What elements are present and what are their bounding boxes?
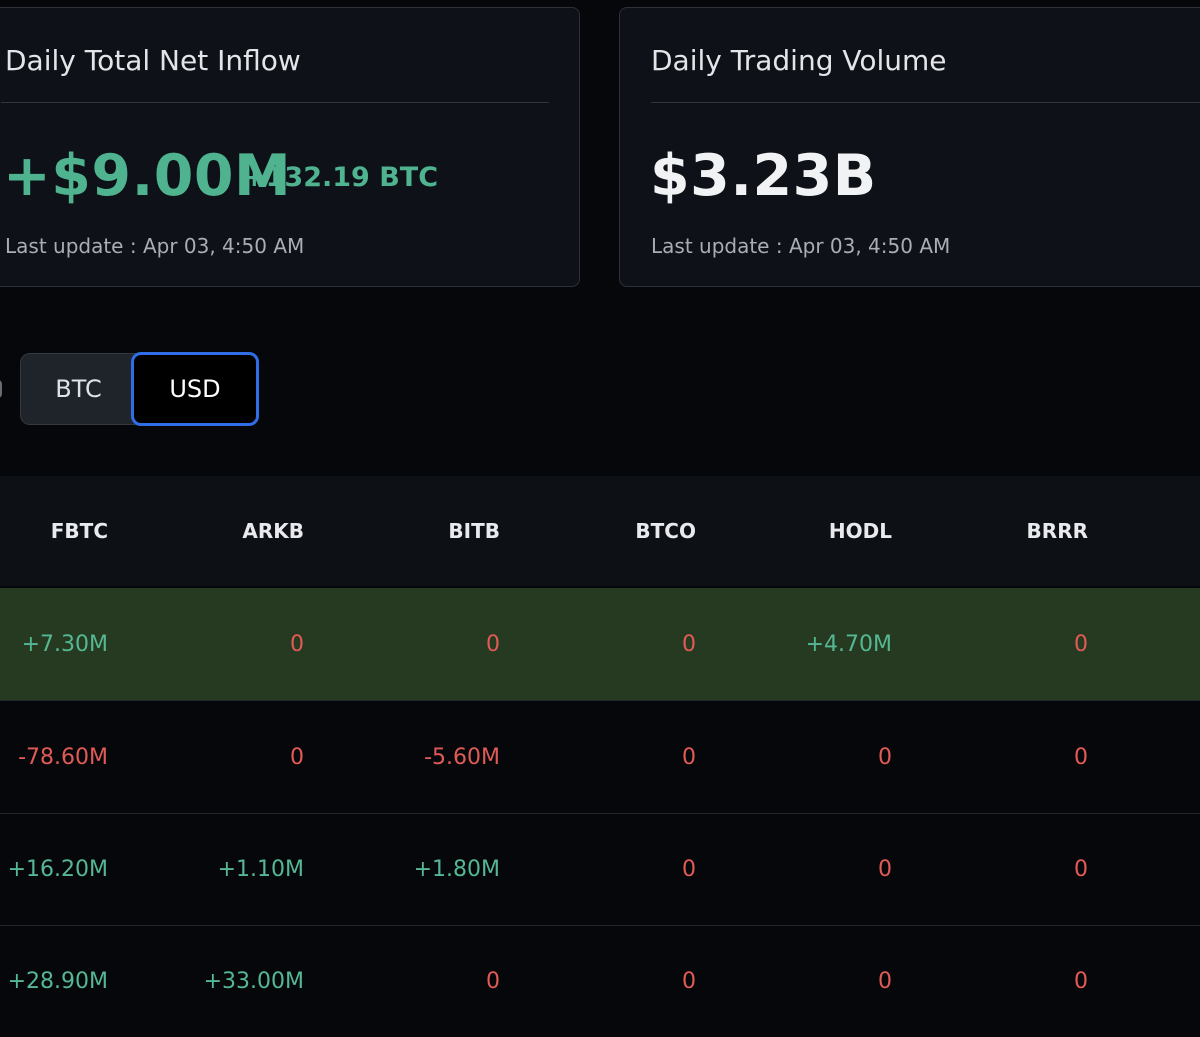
column-header-bitb[interactable]: BITB <box>448 519 500 543</box>
table-cell: 0 <box>486 969 500 994</box>
table-cell: 0 <box>682 969 696 994</box>
table-cell: 0 <box>682 857 696 882</box>
table-cell: 0 <box>878 969 892 994</box>
table-cell: -78.60M <box>18 745 108 770</box>
unit-btc-button[interactable]: BTC <box>55 375 102 403</box>
table-row: +16.20M +1.10M +1.80M 0 0 0 <box>0 813 1200 926</box>
trading-volume-value: $3.23B <box>650 143 877 209</box>
table-cell: 0 <box>1074 969 1088 994</box>
column-header-hodl[interactable]: HODL <box>828 519 892 543</box>
table-row: -78.60M 0 -5.60M 0 0 0 <box>0 701 1200 814</box>
table-cell: +7.30M <box>21 632 108 657</box>
column-header-arkb[interactable]: ARKB <box>242 519 304 543</box>
trading-volume-title: Daily Trading Volume <box>651 44 947 77</box>
table-cell: 0 <box>290 745 304 770</box>
table-header: FBTC ARKB BITB BTCO HODL BRRR <box>0 476 1200 586</box>
table-cell: 0 <box>1074 632 1088 657</box>
card-divider <box>1 102 549 103</box>
card-divider <box>651 102 1200 103</box>
table-row: +7.30M 0 0 0 +4.70M 0 <box>0 588 1200 701</box>
table-cell: 0 <box>1074 857 1088 882</box>
trading-volume-last-update: Last update : Apr 03, 4:50 AM <box>651 234 951 258</box>
table-cell: 0 <box>682 745 696 770</box>
column-header-fbtc[interactable]: FBTC <box>50 519 108 543</box>
net-inflow-card: Daily Total Net Inflow +$9.00M +132.19 B… <box>0 7 580 287</box>
table-cell: 0 <box>878 857 892 882</box>
column-header-btco[interactable]: BTCO <box>635 519 696 543</box>
table-cell: 0 <box>682 632 696 657</box>
table-cell: +1.10M <box>217 857 304 882</box>
table-cell: +4.70M <box>805 632 892 657</box>
table-cell: +16.20M <box>7 857 108 882</box>
table-cell: 0 <box>1074 745 1088 770</box>
table-row: +28.90M +33.00M 0 0 0 0 <box>0 925 1200 1037</box>
net-inflow-btc-value: +132.19 BTC <box>243 162 439 193</box>
table-cell: +1.80M <box>413 857 500 882</box>
table-cell: +33.00M <box>203 969 304 994</box>
info-circle-icon <box>0 380 2 398</box>
unit-usd-button[interactable]: USD <box>131 352 259 426</box>
table-cell: -5.60M <box>424 745 500 770</box>
column-header-brrr[interactable]: BRRR <box>1026 519 1088 543</box>
net-inflow-title: Daily Total Net Inflow <box>5 44 301 77</box>
table-cell: +28.90M <box>7 969 108 994</box>
table-cell: 0 <box>878 745 892 770</box>
table-cell: 0 <box>486 632 500 657</box>
trading-volume-card: Daily Trading Volume $3.23B Last update … <box>619 7 1200 287</box>
table-cell: 0 <box>290 632 304 657</box>
unit-toggle: BTC USD <box>20 352 259 426</box>
net-inflow-last-update: Last update : Apr 03, 4:50 AM <box>5 234 305 258</box>
net-inflow-value: +$9.00M <box>3 143 292 209</box>
